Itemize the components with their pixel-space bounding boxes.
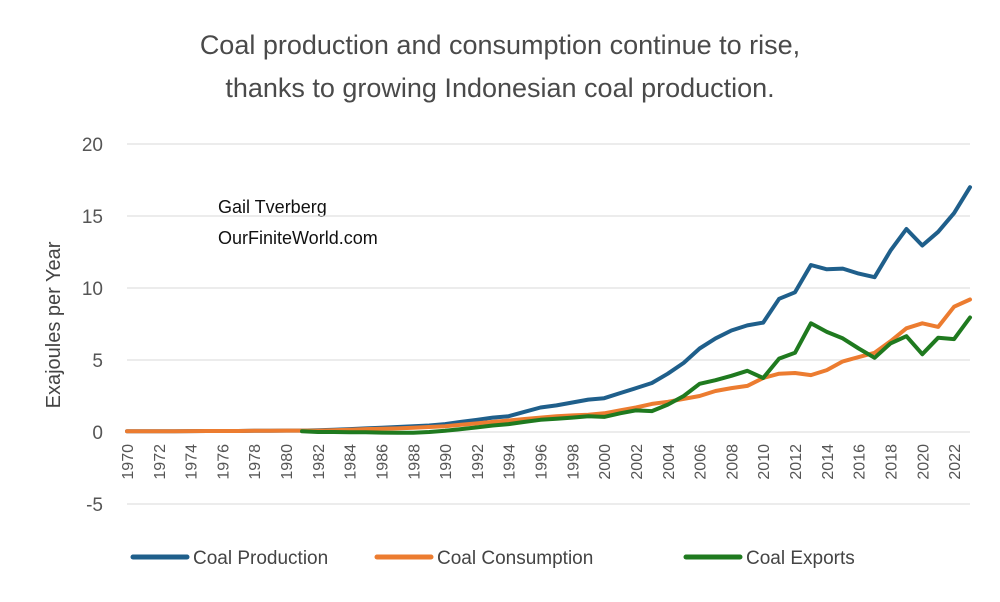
x-tick-label: 1982 <box>311 444 328 480</box>
series-line-coal-exports <box>300 315 972 435</box>
x-tick-label: 1994 <box>502 444 519 480</box>
y-tick-label: -5 <box>86 495 103 516</box>
x-tick-label: 1998 <box>565 444 582 480</box>
x-tick-label: 2012 <box>788 444 805 480</box>
x-tick-label: 2002 <box>629 444 646 480</box>
x-tick-label: 2016 <box>852 444 869 480</box>
y-tick-label: 20 <box>82 135 103 156</box>
x-tick-label: 2014 <box>820 444 837 480</box>
x-tick-label: 1996 <box>534 444 551 480</box>
series-line-coal-production <box>125 185 972 434</box>
y-axis-label: Exajoules per Year <box>43 241 65 408</box>
annotation-website: OurFiniteWorld.com <box>218 228 378 248</box>
x-tick-label: 2020 <box>915 444 932 480</box>
x-tick-label: 1980 <box>279 444 296 480</box>
x-tick-label: 1984 <box>343 444 360 480</box>
y-tick-label: 15 <box>82 207 103 228</box>
legend-label-coal-consumption: Coal Consumption <box>437 548 593 569</box>
x-tick-label: 1970 <box>120 444 137 480</box>
x-tick-label: 1988 <box>406 444 423 480</box>
chart-title-line1: Coal production and consumption continue… <box>200 30 800 60</box>
x-tick-label: 2004 <box>661 444 678 480</box>
x-tick-labels: 1970 1972 1974 1976 1978 1980 1982 1984 1986 1988… <box>120 444 964 480</box>
annotation-author: Gail Tverberg <box>218 197 327 217</box>
x-tick-label: 1976 <box>215 444 232 480</box>
x-tick-label: 1974 <box>184 444 201 480</box>
y-tick-label: 10 <box>82 279 103 300</box>
series-lines <box>125 185 972 435</box>
legend: Coal Production Coal Consumption Coal Expo… <box>130 548 855 569</box>
y-tick-label: 0 <box>92 423 103 444</box>
x-tick-label: 1972 <box>152 444 169 480</box>
x-tick-label: 1990 <box>438 444 455 480</box>
x-tick-label: 1986 <box>374 444 391 480</box>
chart-title-line2: thanks to growing Indonesian coal produc… <box>225 73 774 103</box>
x-tick-label: 2000 <box>597 444 614 480</box>
x-tick-label: 2022 <box>947 444 964 480</box>
legend-label-coal-exports: Coal Exports <box>746 548 855 569</box>
y-tick-labels: -5 0 5 10 15 20 <box>82 135 103 516</box>
x-tick-label: 2010 <box>756 444 773 480</box>
series-line-coal-consumption <box>125 297 972 434</box>
legend-label-coal-production: Coal Production <box>193 548 328 569</box>
x-tick-label: 1992 <box>470 444 487 480</box>
x-tick-label: 2006 <box>693 444 710 480</box>
x-tick-label: 2008 <box>724 444 741 480</box>
y-tick-label: 5 <box>92 351 103 372</box>
x-tick-label: 2018 <box>883 444 900 480</box>
x-tick-label: 1978 <box>247 444 264 480</box>
